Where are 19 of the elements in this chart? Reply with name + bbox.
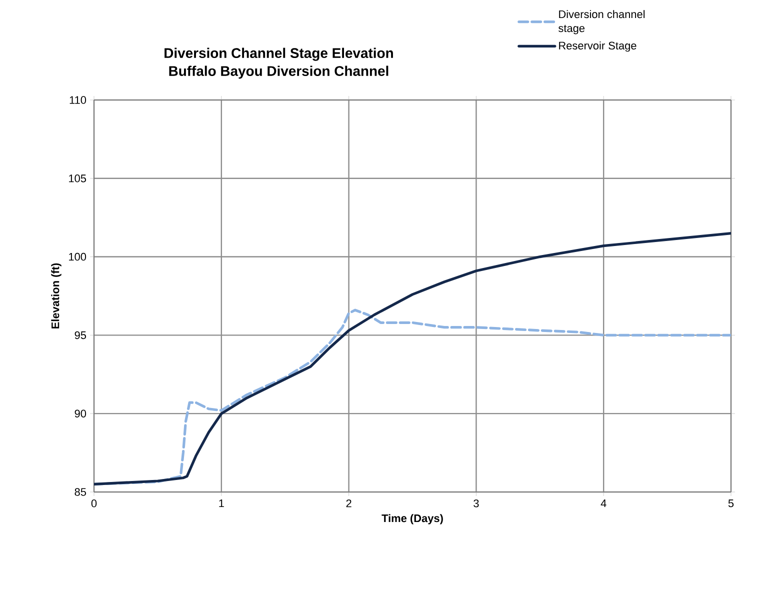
chart-title: Diversion Channel Stage Elevation <box>164 48 393 61</box>
legend-label: Diversion channel stage <box>558 10 645 34</box>
y-axis-title: Elevation (ft) <box>51 263 62 328</box>
y-tick-label: 90 <box>74 410 86 418</box>
legend-label: Reservoir Stage <box>559 41 636 52</box>
x-tick-label: 1 <box>219 500 224 508</box>
x-axis-title: Time (Days) <box>382 514 443 524</box>
x-tick-label: 3 <box>474 500 479 508</box>
x-tick-label: 2 <box>346 500 352 508</box>
y-tick-label: 100 <box>69 252 86 261</box>
line-series <box>94 232 731 486</box>
y-tick-label: 85 <box>74 488 86 496</box>
y-tick-label: 95 <box>74 331 86 340</box>
y-tick-label: 110 <box>70 96 86 104</box>
chart-subtitle: Buffalo Bayou Diversion Channel <box>169 66 388 79</box>
y-tick-label: 105 <box>69 174 86 182</box>
x-tick-label: 4 <box>600 500 606 508</box>
x-tick-label: 0 <box>91 500 97 508</box>
x-tick-label: 5 <box>728 500 734 508</box>
